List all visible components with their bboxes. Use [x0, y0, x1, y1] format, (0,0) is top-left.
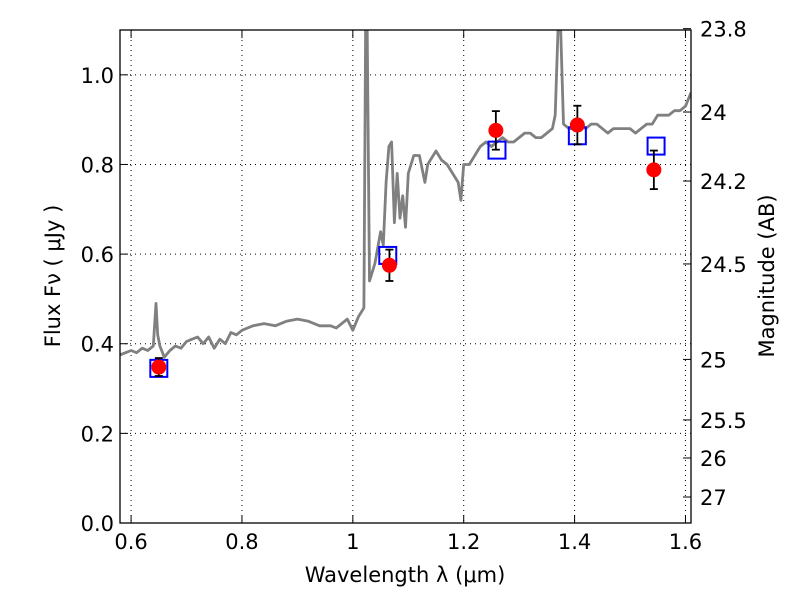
y-tick-label: 0.8: [81, 153, 114, 177]
y-tick-label: 0.2: [81, 422, 114, 446]
axis-ticks: 0.6 0.8 1 1.2 1.4 1.6 0.0 0.2 0.4 0.6 0.8 1.0 23.8 24…: [81, 18, 747, 554]
x-tick-label: 1.4: [558, 530, 591, 554]
plot-frame: [119, 29, 692, 524]
x-tick-label: 1.6: [669, 530, 702, 554]
right-tick-label: 23.8: [700, 18, 747, 42]
observed-point: [646, 162, 662, 178]
right-axis-label: Magnitude (AB): [755, 194, 779, 357]
observed-point: [151, 359, 167, 375]
x-tick-label: 0.8: [225, 530, 258, 554]
right-tick-label: 26: [700, 447, 727, 471]
right-tick-label: 27: [700, 486, 727, 510]
observed-point: [488, 122, 504, 138]
model-square: [646, 136, 666, 156]
right-tick-label: 24: [700, 101, 727, 125]
observed-point: [569, 117, 585, 133]
model-square: [487, 140, 507, 160]
x-axis-label: Wavelength λ (μm): [305, 563, 506, 587]
plot-area: [120, 30, 691, 378]
x-tick-label: 1: [346, 530, 359, 554]
y-tick-label: 0.0: [81, 512, 114, 536]
y-tick-label: 1.0: [81, 64, 114, 88]
y-tick-label: 0.6: [81, 243, 114, 267]
right-tick-label: 25.5: [700, 409, 747, 433]
y-axis-label: Flux Fν ( μJy ): [41, 205, 65, 348]
right-tick-label: 24.2: [700, 170, 747, 194]
right-tick-label: 25: [700, 348, 727, 372]
spectrum-line: [120, 30, 691, 359]
right-tick-label: 24.5: [700, 253, 747, 277]
x-tick-label: 0.6: [114, 530, 147, 554]
x-tick-label: 1.2: [447, 530, 480, 554]
observed-point: [381, 257, 397, 273]
y-tick-label: 0.4: [81, 333, 114, 357]
